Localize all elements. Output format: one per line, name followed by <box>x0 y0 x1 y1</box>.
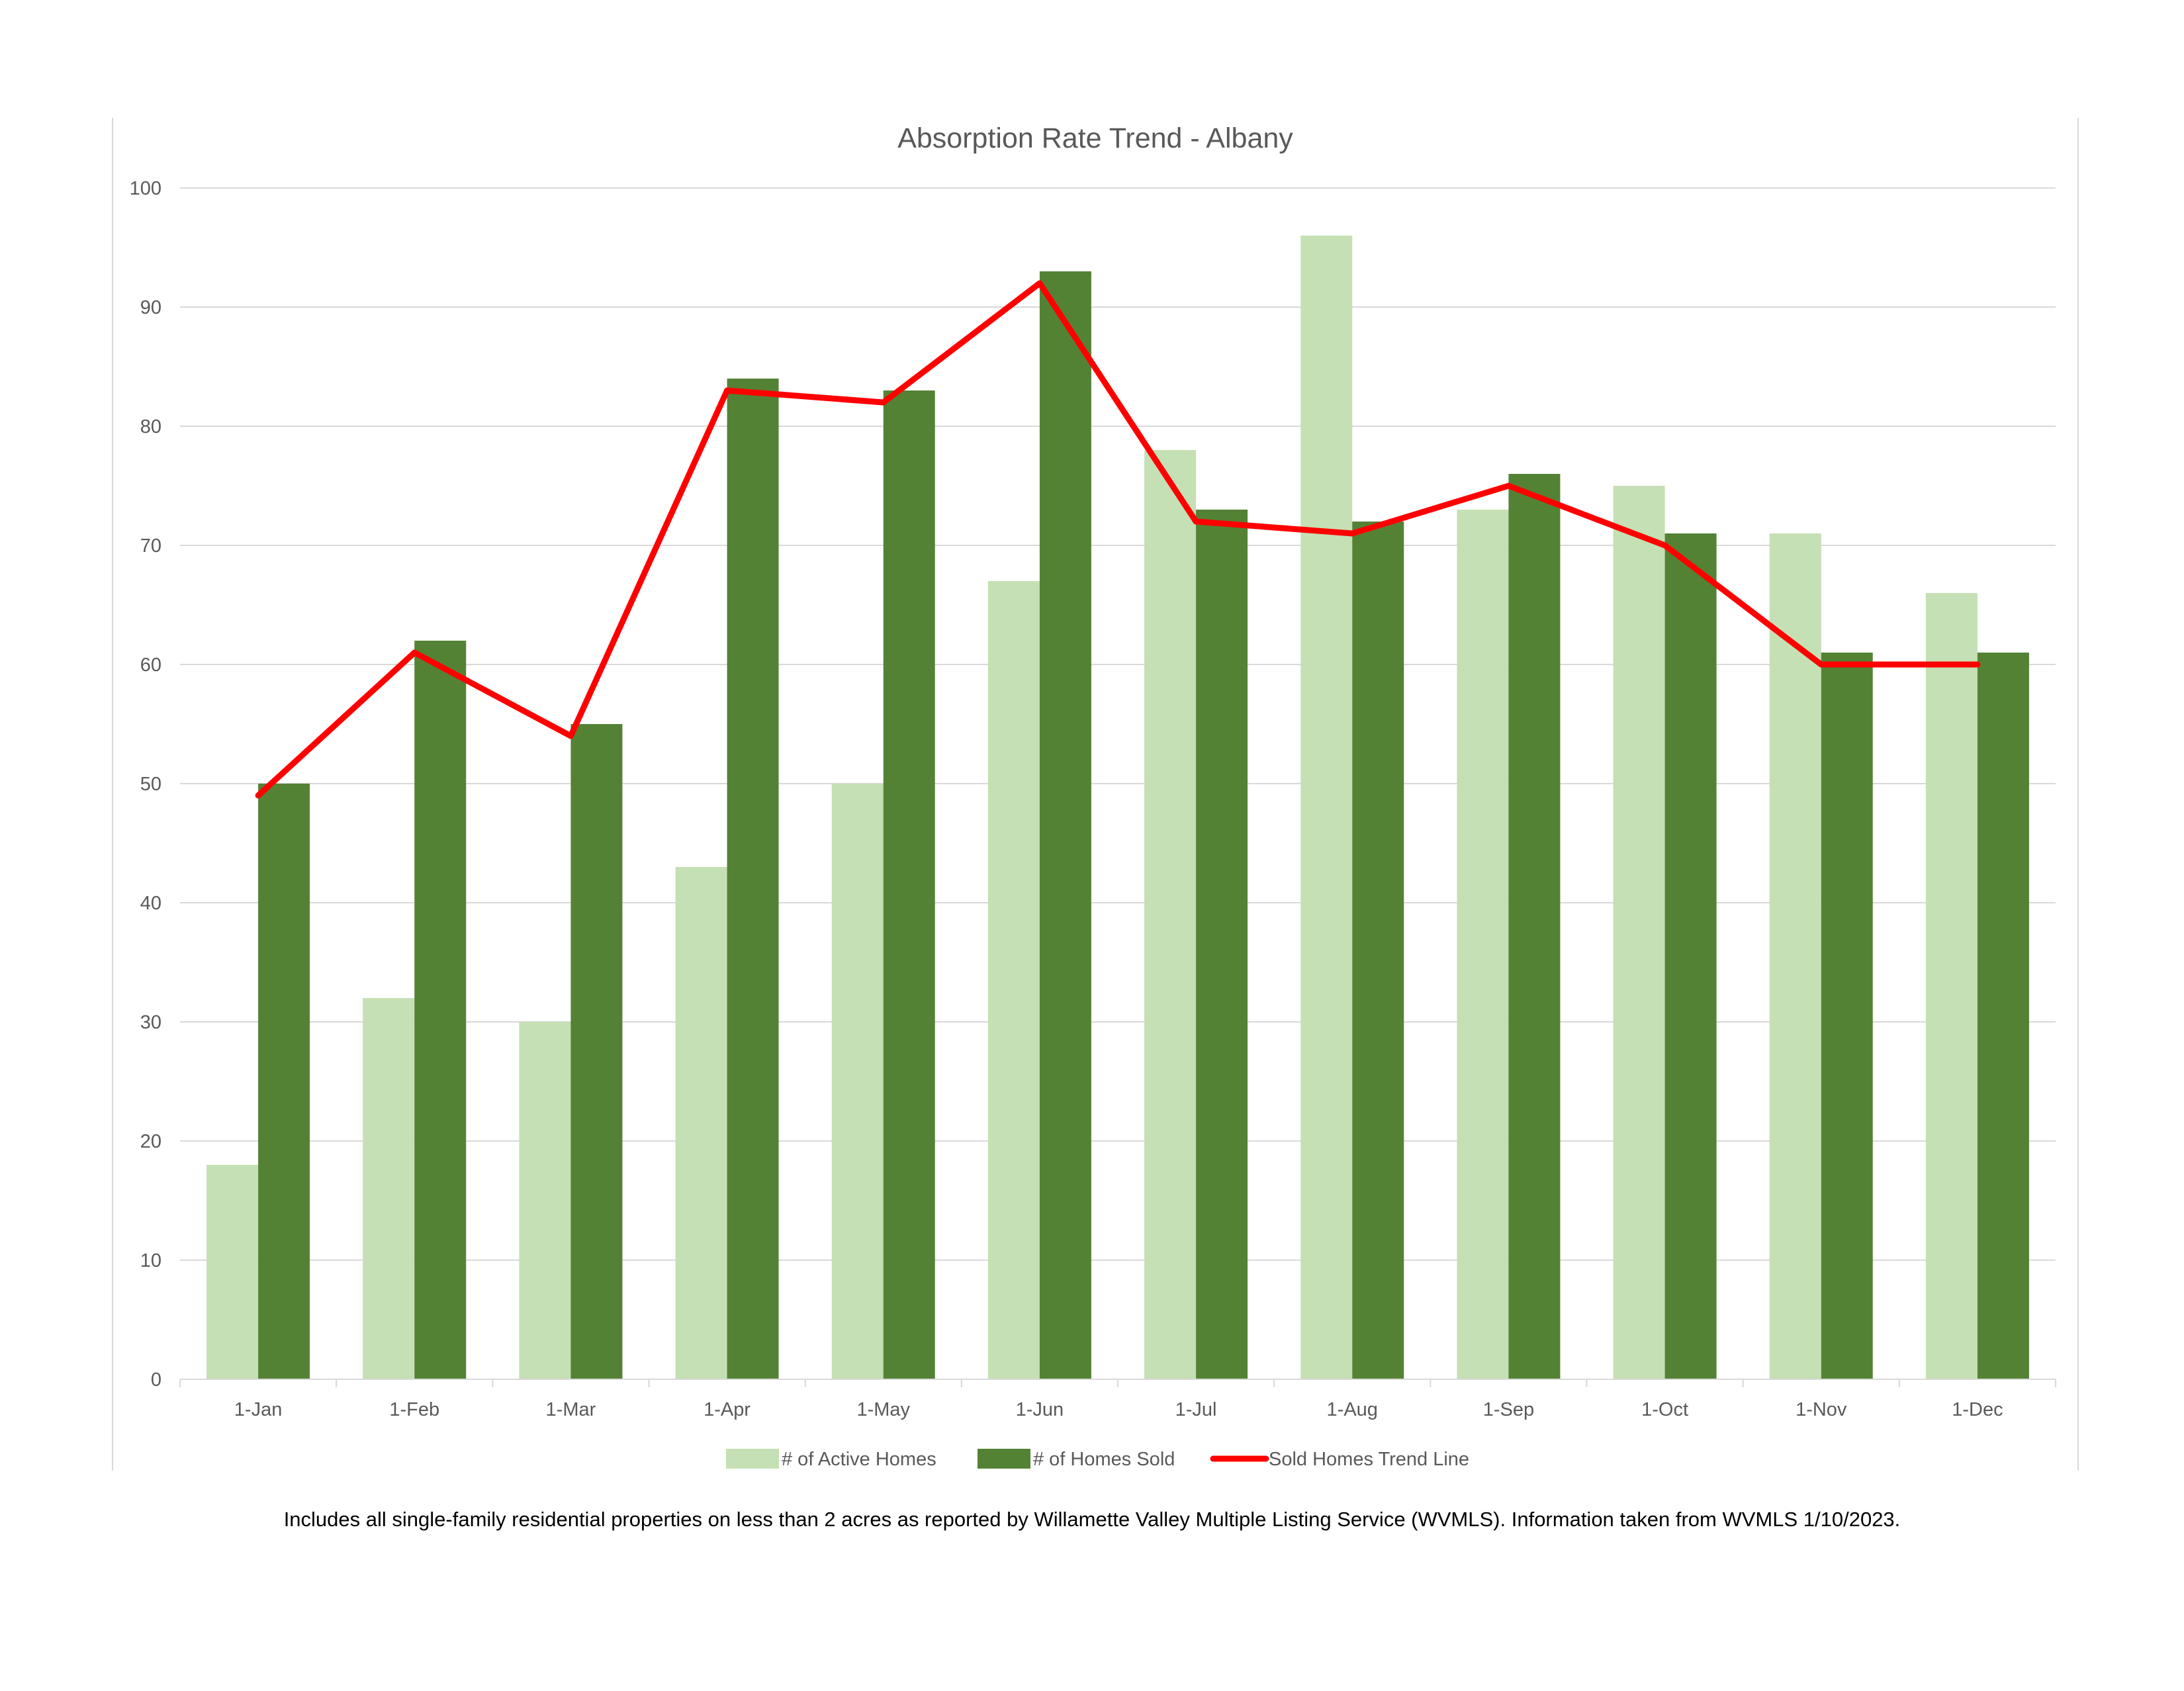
x-tick-label: 1-Oct <box>1641 1399 1688 1420</box>
y-tick-label: 100 <box>130 178 161 199</box>
x-tick-label: 1-Sep <box>1483 1399 1534 1420</box>
bar-of-homes-sold <box>1664 533 1717 1379</box>
bar-of-active-homes <box>1613 486 1665 1379</box>
y-tick-label: 30 <box>140 1012 161 1033</box>
x-tick-label: 1-Jul <box>1175 1399 1217 1420</box>
bar-of-homes-sold <box>1508 474 1561 1379</box>
trend-point <box>883 402 884 403</box>
bar-of-active-homes <box>519 1022 571 1379</box>
y-tick-label: 40 <box>140 893 161 914</box>
y-tick-label: 60 <box>140 655 161 676</box>
y-tick-label: 80 <box>140 416 161 437</box>
bar-of-homes-sold <box>1196 510 1248 1379</box>
bar-of-homes-sold <box>1039 271 1091 1379</box>
x-tick-label: 1-Apr <box>704 1399 751 1420</box>
x-tick-label: 1-May <box>856 1399 910 1420</box>
bar-of-homes-sold <box>1977 653 2029 1379</box>
bar-of-homes-sold <box>883 390 935 1379</box>
chart-title: Absorption Rate Trend - Albany <box>897 122 1293 154</box>
bar-of-active-homes <box>1457 510 1509 1379</box>
y-tick-label: 70 <box>140 535 161 557</box>
x-axis: 1-Jan 1-Feb 1-Mar 1-Apr 1-May 1-Jun 1-Jul 1-Aug… <box>179 1379 2056 1420</box>
bar-of-homes-sold <box>1821 653 1873 1379</box>
x-tick-label: 1-Feb <box>389 1399 439 1420</box>
y-tick-label: 50 <box>140 774 161 795</box>
bar-of-homes-sold <box>570 724 623 1379</box>
trend-point <box>570 735 571 737</box>
trend-point <box>1351 533 1353 534</box>
bar-of-active-homes <box>987 581 1040 1379</box>
legend-label: # of Homes Sold <box>1033 1449 1175 1470</box>
x-tick-label: 1-Jun <box>1016 1399 1064 1420</box>
bar-of-homes-sold <box>258 784 310 1379</box>
x-tick-label: 1-Mar <box>546 1399 596 1420</box>
y-tick-label: 10 <box>140 1250 161 1271</box>
bar-of-active-homes <box>1144 450 1197 1379</box>
bar-of-homes-sold <box>727 379 779 1379</box>
x-tick-label: 1-Nov <box>1796 1399 1847 1420</box>
bar-of-active-homes <box>1300 236 1353 1379</box>
x-tick-label: 1-Dec <box>1952 1399 2003 1420</box>
bar-of-active-homes <box>206 1165 259 1379</box>
x-tick-label: 1-Aug <box>1327 1399 1378 1420</box>
y-tick-label: 90 <box>140 297 161 318</box>
legend-label: # of Active Homes <box>782 1449 936 1470</box>
x-tick-label: 1-Jan <box>234 1399 283 1420</box>
gridlines <box>180 187 2056 1261</box>
bar-of-active-homes <box>1769 533 1821 1379</box>
trend-point <box>1977 664 1978 665</box>
trend-line-layer <box>255 280 1981 799</box>
bar-of-active-homes <box>675 867 727 1379</box>
bar-of-active-homes <box>363 998 415 1379</box>
bar-of-homes-sold <box>414 641 467 1379</box>
trend-line <box>255 280 1981 799</box>
bar-of-active-homes <box>831 784 884 1379</box>
y-tick-label: 20 <box>140 1131 161 1152</box>
y-tick-label: 0 <box>151 1369 161 1391</box>
footnote: Includes all single-family residential p… <box>283 1508 1901 1531</box>
legend-swatch <box>726 1449 779 1469</box>
bar-of-active-homes <box>1925 593 1978 1379</box>
legend-swatch <box>978 1449 1030 1469</box>
bar-of-homes-sold <box>1352 522 1404 1379</box>
trend-point <box>1664 545 1666 546</box>
legend-label: Sold Homes Trend Line <box>1269 1449 1469 1470</box>
trend-point <box>1039 283 1040 284</box>
legend: # of Active Homes # of Homes Sold Sold Hom… <box>726 1449 1469 1470</box>
y-axis-ticks: 0 10 20 30 40 50 60 70 80 90 100 <box>130 178 161 1391</box>
bars <box>206 236 2029 1379</box>
